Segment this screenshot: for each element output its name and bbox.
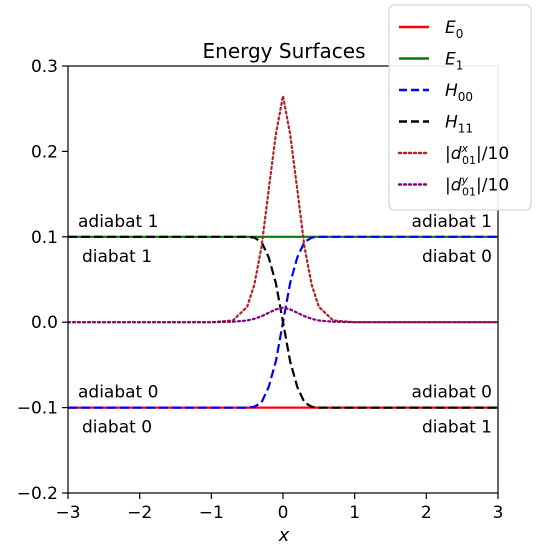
x-tick-label: −1: [199, 503, 224, 523]
y-tick-label: −0.1: [17, 399, 58, 419]
legend: E0 E1 H00 H11 |dx 01|/10 |dy 01|/10: [388, 4, 532, 211]
annotation-label: adiabat 1: [78, 212, 158, 232]
x-tick-label: 2: [421, 503, 432, 523]
annotation-label: diabat 0: [82, 418, 152, 438]
legend-label: E0: [445, 18, 463, 41]
legend-label: H11: [445, 113, 473, 136]
annotation-label: diabat 1: [422, 418, 492, 438]
legend-label: |dx 01|/10: [445, 142, 509, 167]
annotation-label: adiabat 1: [412, 212, 492, 232]
annotation-label: adiabat 0: [412, 383, 492, 403]
x-tick-label: 1: [349, 503, 360, 523]
y-tick-label: 0.3: [31, 57, 58, 77]
x-tick-label: 0: [278, 503, 289, 523]
y-tick-label: 0.0: [31, 313, 58, 333]
y-tick-label: −0.2: [17, 484, 58, 504]
x-tick-label: −3: [55, 503, 80, 523]
series-line-3: [68, 235, 498, 409]
y-tick-label: 0.2: [31, 142, 58, 162]
y-tick-label: 0.1: [31, 228, 58, 248]
chart-title: Energy Surfaces: [203, 39, 366, 63]
series-line-5: [68, 306, 498, 324]
series-group: [68, 94, 498, 409]
legend-label: |dy 01|/10: [445, 174, 509, 199]
annotation-label: adiabat 0: [78, 383, 158, 403]
annotation-label: diabat 0: [422, 247, 492, 267]
x-axis-label: x: [278, 525, 290, 546]
x-tick-label: 3: [493, 503, 504, 523]
x-tick-label: −2: [127, 503, 152, 523]
annotation-label: diabat 1: [82, 247, 152, 267]
legend-label: E1: [445, 50, 463, 73]
legend-box: [388, 4, 532, 211]
legend-label: H00: [445, 81, 473, 104]
